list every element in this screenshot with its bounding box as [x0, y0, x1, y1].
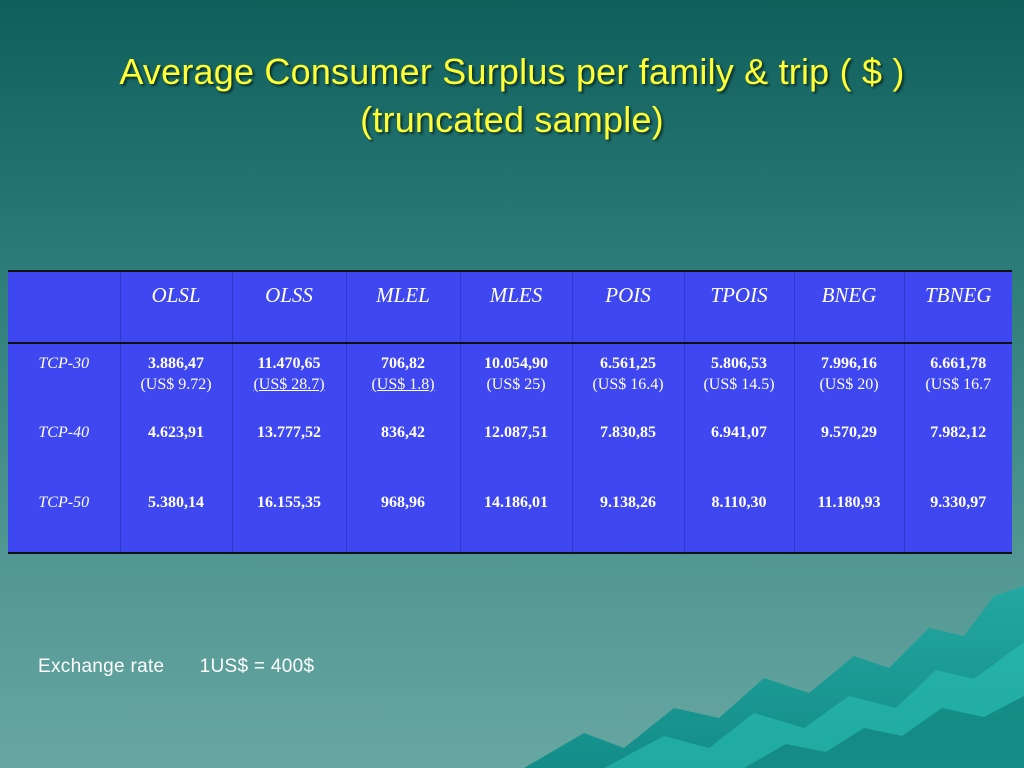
cell-usd-value: (US$ 20) — [819, 376, 879, 393]
header-pois: POIS — [571, 272, 684, 343]
row-label-tcp-30: TCP-30 — [38, 355, 90, 372]
cell-usd-value: (US$ 14.5) — [703, 376, 775, 393]
cell-tcp-30-mles: 10.054,90 (US$ 25) — [459, 343, 572, 413]
cell-value: 5.806,53 — [711, 355, 767, 372]
cell-tcp-30-olss: 11.470,65 (US$ 28.7) — [231, 343, 346, 413]
header-olss: OLSS — [231, 272, 346, 343]
cell-usd-value: (US$ 1.8) — [371, 376, 435, 393]
cell-tcp-50-olsl: 5.380,14 — [119, 483, 232, 553]
cell-value: 7.996,16 — [821, 355, 877, 372]
header-tbneg: TBNEG — [903, 272, 1012, 343]
cell-tcp-50-bneg: 11.180,93 — [793, 483, 904, 553]
cell-tcp-30-mlel: 706,82 (US$ 1.8) — [345, 343, 460, 413]
cell-tcp-30-tbneg: 6.661,78 (US$ 16.7 — [903, 343, 1012, 413]
cell-usd-value: (US$ 28.7) — [253, 376, 325, 393]
title-line-1: Average Consumer Surplus per family & tr… — [119, 51, 905, 92]
cell-tcp-40-tbneg: 7.982,12 — [903, 413, 1012, 483]
cell-usd-value: (US$ 9.72) — [140, 376, 212, 393]
cell-tcp-30-pois: 6.561,25 (US$ 16.4) — [571, 343, 684, 413]
cell-tcp-30-tpois: 5.806,53 (US$ 14.5) — [683, 343, 794, 413]
consumer-surplus-table: OLSL OLSS MLEL MLES POIS TPOIS BNEG TBNE… — [8, 270, 1012, 554]
header-olsl: OLSL — [119, 272, 232, 343]
header-bneg: BNEG — [793, 272, 904, 343]
exchange-rate-label: Exchange rate — [38, 656, 165, 677]
cell-tcp-50-mlel: 968,96 — [345, 483, 460, 553]
cell-value: 6.661,78 — [930, 355, 987, 372]
cell-value: 11.470,65 — [257, 355, 321, 372]
row-label-tcp-50: TCP-50 — [38, 494, 90, 511]
table-header-row: OLSL OLSS MLEL MLES POIS TPOIS BNEG TBNE… — [8, 272, 1012, 343]
cell-tcp-50-tbneg: 9.330,97 — [903, 483, 1012, 553]
cell-value: 6.561,25 — [600, 355, 656, 372]
cell-tcp-50-pois: 9.138,26 — [571, 483, 684, 553]
title-line-2: (truncated sample) — [360, 99, 664, 140]
cell-tcp-30-bneg: 7.996,16 (US$ 20) — [793, 343, 904, 413]
cell-tcp-40-olss: 13.777,52 — [231, 413, 346, 483]
table-row-tcp-50: TCP-50 5.380,14 16.155,35 968,96 14.186,… — [8, 483, 1012, 553]
row-label-tcp-40: TCP-40 — [38, 424, 90, 441]
cell-tcp-50-olss: 16.155,35 — [231, 483, 346, 553]
exchange-rate-value: 1US$ = 400$ — [199, 656, 315, 677]
cell-tcp-40-mlel: 836,42 — [345, 413, 460, 483]
cell-value: 10.054,90 — [484, 355, 548, 372]
cell-tcp-40-bneg: 9.570,29 — [793, 413, 904, 483]
cell-tcp-40-tpois: 6.941,07 — [683, 413, 794, 483]
cell-usd-value: (US$ 16.4) — [592, 376, 664, 393]
header-mlel: MLEL — [345, 272, 460, 343]
header-mles: MLES — [459, 272, 572, 343]
cell-usd-value: (US$ 25) — [486, 376, 546, 393]
table-row-tcp-40: TCP-40 4.623,91 13.777,52 836,42 12.087,… — [8, 413, 1012, 483]
header-tpois: TPOIS — [683, 272, 794, 343]
data-table: OLSL OLSS MLEL MLES POIS TPOIS BNEG TBNE… — [8, 272, 1012, 553]
table-row-tcp-30: TCP-30 3.886,47 (US$ 9.72) 11.470,65 (US… — [8, 343, 1012, 413]
exchange-rate-note: Exchange rate 1US$ = 400$ — [38, 656, 314, 678]
cell-tcp-40-pois: 7.830,85 — [571, 413, 684, 483]
cell-tcp-40-mles: 12.087,51 — [459, 413, 572, 483]
cell-tcp-30-olsl: 3.886,47 (US$ 9.72) — [119, 343, 232, 413]
cell-value: 3.886,47 — [148, 355, 204, 372]
cell-usd-value: (US$ 16.7 — [925, 376, 992, 393]
cell-value: 706,82 — [381, 355, 425, 372]
cell-tcp-50-tpois: 8.110,30 — [683, 483, 794, 553]
slide-title: Average Consumer Surplus per family & tr… — [32, 48, 992, 144]
mountain-decoration-icon — [524, 586, 1024, 768]
header-empty — [8, 272, 120, 343]
cell-tcp-50-mles: 14.186,01 — [459, 483, 572, 553]
cell-tcp-40-olsl: 4.623,91 — [119, 413, 232, 483]
